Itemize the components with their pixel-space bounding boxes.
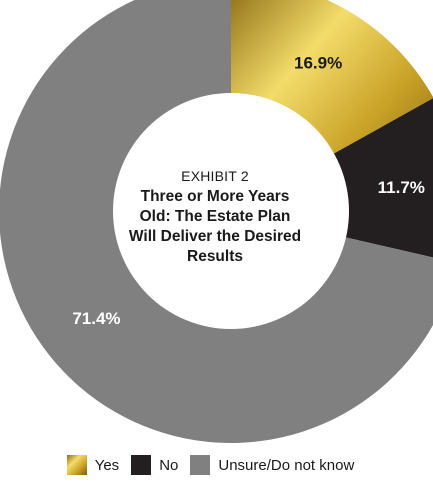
legend-item-yes: Yes [66,455,120,475]
legend-label: No [159,456,179,474]
legend-swatch [131,455,152,475]
center-text: EXHIBIT 2 Three or More Years Old: The E… [125,168,305,267]
legend-swatch [190,455,211,475]
data-label-no: 11.7% [378,178,425,197]
center-hole [113,93,349,329]
legend-swatch [66,455,87,475]
data-label-unsure-do-not-know: 71.4% [72,309,120,328]
data-label-yes: 16.9% [294,54,342,73]
legend: Yes No Unsure/Do not know [0,453,433,477]
chart-subtitle: EXHIBIT 2 [181,168,249,184]
legend-label: Yes [94,456,120,474]
legend-item-no: No [131,455,178,475]
chart-title: Three or More Years Old: The Estate Plan… [128,188,302,265]
legend-item-unsure-do-not-know: Unsure/Do not know [190,455,354,475]
legend-label: Unsure/Do not know [218,456,355,474]
